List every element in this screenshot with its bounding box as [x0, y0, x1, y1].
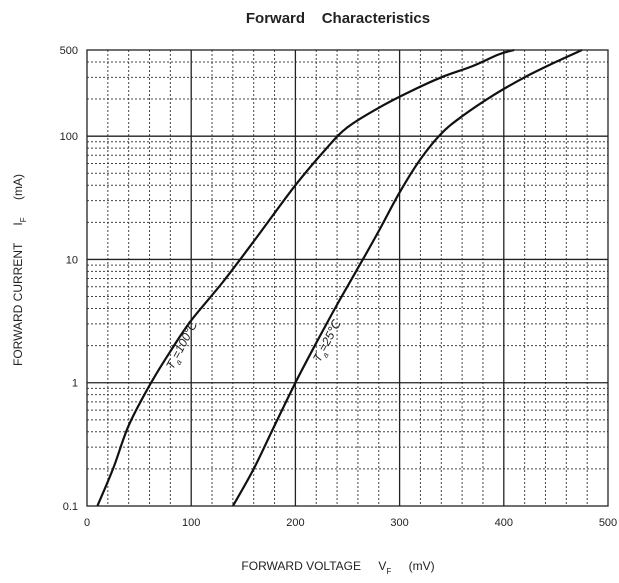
x-axis-unit: (mV): [409, 559, 435, 573]
x-tick-label: 100: [182, 517, 200, 529]
y-axis-symbol: I: [11, 222, 25, 225]
y-tick-label: 10: [66, 254, 78, 266]
x-tick-label: 300: [390, 517, 408, 529]
curve-ta-25: [231, 48, 583, 507]
x-tick-labels: 0 100 200 300 400 500: [84, 517, 617, 529]
y-tick-label: 500: [60, 45, 78, 57]
x-axis-label: FORWARD VOLTAGE VF (mV): [241, 559, 434, 577]
x-axis-symbol-subscript: F: [386, 567, 391, 576]
y-tick-label: 1: [72, 378, 78, 390]
x-tick-label: 0: [84, 517, 90, 529]
x-tick-label: 500: [599, 517, 617, 529]
y-tick-labels: 0.1 1 10 100 500: [60, 45, 78, 513]
y-tick-label: 100: [60, 131, 78, 143]
curve-ta-100: [96, 48, 515, 507]
curve-label-text: Ta=100℃: [163, 318, 203, 373]
curves: [96, 48, 583, 507]
plot-frame: [86, 49, 609, 507]
chart-title: Forward Characteristics: [246, 10, 430, 27]
y-axis-symbol-subscript: F: [19, 217, 28, 222]
grid: [87, 50, 608, 506]
x-axis-symbol: V: [378, 559, 386, 573]
curve-label-ta-100: Ta=100℃: [163, 318, 203, 373]
x-tick-label: 400: [495, 517, 513, 529]
y-tick-label: 0.1: [63, 501, 78, 513]
x-tick-label: 200: [286, 517, 304, 529]
y-axis-label: FORWARD CURRENT IF (mA): [11, 174, 29, 366]
x-axis-label-main: FORWARD VOLTAGE: [241, 559, 361, 573]
y-axis-unit: (mA): [11, 174, 25, 200]
y-axis-label-main: FORWARD CURRENT: [11, 242, 25, 366]
